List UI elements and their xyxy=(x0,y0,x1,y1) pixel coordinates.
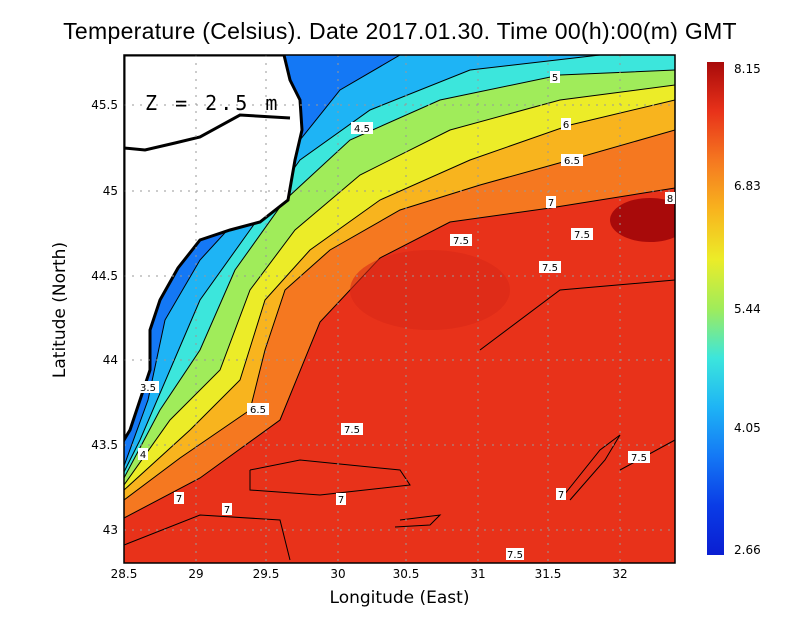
contour-label: 8 xyxy=(667,194,673,205)
y-tick-label: 44.5 xyxy=(91,269,118,283)
x-tick-label: 31 xyxy=(470,567,485,581)
contour-label-bg xyxy=(628,451,650,463)
contour-label: 7 xyxy=(176,494,182,505)
contour-line xyxy=(124,99,675,491)
colorbar-tick-label: 2.66 xyxy=(734,543,761,557)
x-tick-label: 31.5 xyxy=(535,567,562,581)
contour-label: 4 xyxy=(140,450,146,461)
x-tick-label: 30 xyxy=(330,567,345,581)
contour-label: 7.5 xyxy=(453,236,469,247)
x-tick-label: 28.5 xyxy=(111,567,138,581)
contour-label: 7.5 xyxy=(631,453,647,464)
contour-label-bg xyxy=(336,493,346,505)
x-tick-label: 30.5 xyxy=(393,567,420,581)
contour-label-bg xyxy=(539,261,561,273)
contour-label: 4.5 xyxy=(354,124,370,135)
x-tick-label: 32 xyxy=(612,567,627,581)
contour-label-bg xyxy=(546,196,556,208)
y-tick-label: 45.5 xyxy=(91,98,118,112)
coastline-crimea xyxy=(124,113,291,152)
contour-label-bg xyxy=(138,448,148,460)
contour-label: 7.5 xyxy=(344,425,360,436)
x-tick-label: 29.5 xyxy=(253,567,280,581)
contour-label-bg xyxy=(665,192,675,204)
contour-line xyxy=(124,514,291,561)
contour-line xyxy=(479,279,675,351)
contour-label-bg xyxy=(561,118,571,130)
colorbar-tick-label: 5.44 xyxy=(734,302,761,316)
y-axis-label: Latitude (North) xyxy=(50,241,70,379)
contour-label-bg xyxy=(506,548,524,560)
contour-line xyxy=(124,55,601,473)
y-tick-label: 43 xyxy=(103,523,118,537)
contour-label-bg xyxy=(341,423,363,435)
contour-label: 7.5 xyxy=(507,550,523,561)
contour-label-bg xyxy=(247,403,269,415)
land-crimea-coast xyxy=(124,55,304,443)
plot-frame xyxy=(123,54,676,564)
colorbar-tick-label: 6.83 xyxy=(734,179,761,193)
x-axis-label: Longitude (East) xyxy=(329,588,470,608)
contour-label: 7 xyxy=(224,505,230,516)
x-tick-label: 29 xyxy=(188,567,203,581)
temperature-field xyxy=(124,55,675,563)
warm-core xyxy=(610,198,675,242)
contour-label: 6.5 xyxy=(564,156,580,167)
contour-label: 7 xyxy=(338,495,344,506)
contour-label-bg xyxy=(222,503,232,515)
colorbar xyxy=(707,62,724,555)
contour-line xyxy=(124,84,675,486)
contour-label-bg xyxy=(561,154,583,166)
figure-title: Temperature (Celsius). Date 2017.01.30. … xyxy=(63,18,737,44)
contour-label: 7 xyxy=(548,198,554,209)
contour-line xyxy=(249,459,411,496)
colorbar-tick-label: 4.05 xyxy=(734,421,761,435)
depth-label: Z = 2.5 m xyxy=(145,91,280,115)
warm-patch xyxy=(350,250,510,330)
contour-label: 7 xyxy=(558,490,564,501)
contour-line xyxy=(559,434,621,501)
contour-label: 6 xyxy=(563,120,569,131)
contour-label-bg xyxy=(550,71,560,83)
y-tick-label: 45 xyxy=(103,184,118,198)
y-tick-label: 43.5 xyxy=(91,438,118,452)
contour-label-bg xyxy=(351,122,373,134)
contour-label: 7.5 xyxy=(542,263,558,274)
y-tick-label: 44 xyxy=(103,353,118,367)
contour-label: 7.5 xyxy=(574,230,590,241)
contour-label: 3.5 xyxy=(140,383,156,394)
contour-line xyxy=(124,129,675,501)
contour-label: 5 xyxy=(552,73,558,84)
contour-label-bg xyxy=(556,488,566,500)
contour-label-bg xyxy=(571,228,593,240)
contour-label-bg xyxy=(174,492,184,504)
colorbar-tick-label: 8.15 xyxy=(734,62,761,76)
contour-label: 6.5 xyxy=(250,405,266,416)
contour-label-bg xyxy=(450,234,472,246)
contour-line xyxy=(394,514,442,528)
contour-label-bg xyxy=(137,381,159,393)
